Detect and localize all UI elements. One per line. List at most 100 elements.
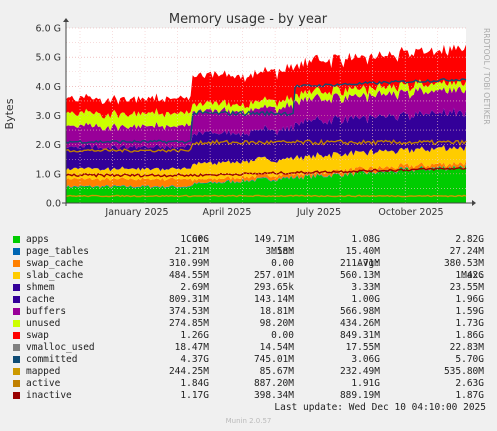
legend-avg: 3.06G [351, 354, 380, 365]
legend-max: 2.63G [455, 378, 484, 389]
legend-cur: 244.25M [168, 366, 209, 377]
legend-max: 1.87G [455, 390, 484, 401]
legend-row-shmem: shmem 2.69M 293.65k 3.33M 23.55M [8, 282, 492, 294]
legend-min: 3.58M [265, 246, 294, 257]
header-cur: Cur: [186, 234, 209, 245]
legend-name: swap_cache [26, 258, 84, 269]
legend-avg: 3.33M [351, 282, 380, 293]
legend-min: 149.71M [253, 234, 294, 245]
legend-swatch [13, 284, 20, 291]
last-update: Last update: Wed Dec 10 04:10:00 2025 [274, 402, 486, 413]
legend-cur: 1.26G [180, 330, 209, 341]
legend-avg: 211.71M [339, 258, 380, 269]
y-axis-label: Bytes [3, 98, 16, 129]
header-max: Max: [461, 270, 484, 281]
legend-max: 1.96G [455, 294, 484, 305]
x-tick-label: October 2025 [378, 207, 443, 218]
legend-avg: 1.91G [351, 378, 380, 389]
legend-cur: 1.17G [180, 390, 209, 401]
legend-min: 0.00 [271, 330, 294, 341]
legend-max: 535.80M [443, 366, 484, 377]
legend-min: 398.34M [253, 390, 294, 401]
legend-avg: 889.19M [339, 390, 380, 401]
legend-name: buffers [26, 306, 67, 317]
legend-avg: 1.08G [351, 234, 380, 245]
legend-cur: 809.31M [168, 294, 209, 305]
legend-cur: 310.99M [168, 258, 209, 269]
legend-max: 2.82G [455, 234, 484, 245]
legend-cur: 21.21M [174, 246, 209, 257]
legend-row-slab_cache: slab_cache 484.55M 257.01M 560.13M 1.42G [8, 270, 492, 282]
legend-avg: 15.40M [345, 246, 380, 257]
legend-min: 745.01M [253, 354, 294, 365]
memory-chart: Memory usage - by year Bytes RRDTOOL / T… [3, 12, 491, 218]
legend-avg: 232.49M [339, 366, 380, 377]
munin-version: Munin 2.0.57 [225, 417, 272, 425]
legend-name: slab_cache [26, 270, 84, 281]
legend-max: 1.59G [455, 306, 484, 317]
legend-cur: 1.60G [180, 234, 209, 245]
legend-row-committed: committed 4.37G 745.01M 3.06G 5.70G [8, 354, 492, 366]
legend-min: 257.01M [253, 270, 294, 281]
legend-name: cache [26, 294, 55, 305]
legend-max: 22.83M [449, 342, 484, 353]
legend-swatch [13, 260, 20, 267]
line-mapped [65, 194, 467, 198]
legend-row-vmalloc_used: vmalloc_used 18.47M 14.54M 17.55M 22.83M [8, 342, 492, 354]
legend-row-cache: cache 809.31M 143.14M 1.00G 1.96G [8, 294, 492, 306]
legend-table: Cur: Min: Avg: Max: apps 1.60G 149.71M 1.08… [8, 222, 492, 402]
legend-name: mapped [26, 366, 61, 377]
legend-swatch [13, 296, 20, 303]
y-tick-label: 4.0 G [36, 82, 62, 93]
legend-avg: 1.00G [351, 294, 380, 305]
legend-swatch [13, 332, 20, 339]
legend-name: active [26, 378, 61, 389]
y-tick-label: 0.0 [46, 199, 61, 210]
legend-min: 14.54M [259, 342, 294, 353]
legend-min: 85.67M [259, 366, 294, 377]
legend-swatch [13, 344, 20, 351]
line-committed [65, 77, 467, 145]
legend-max: 5.70G [455, 354, 484, 365]
area-cache [66, 107, 466, 172]
legend-row-apps: apps 1.60G 149.71M 1.08G 2.82G [8, 234, 492, 246]
legend-name: apps [26, 234, 49, 245]
area-slab_cache [66, 145, 466, 182]
chart-title: Memory usage - by year [169, 12, 328, 27]
header-min: Min: [271, 246, 294, 257]
legend-max: 1.73G [455, 318, 484, 329]
legend-cur: 274.85M [168, 318, 209, 329]
area-swap [66, 44, 466, 119]
legend-max: 1.42G [455, 270, 484, 281]
legend-name: vmalloc_used [26, 342, 95, 353]
legend-row-inactive: inactive 1.17G 398.34M 889.19M 1.87G [8, 390, 492, 402]
legend-swatch [13, 368, 20, 375]
legend-max: 27.24M [449, 246, 484, 257]
legend-avg: 849.31M [339, 330, 380, 341]
legend-cur: 2.69M [180, 282, 209, 293]
x-axis-arrow [472, 200, 476, 206]
legend-cur: 374.53M [168, 306, 209, 317]
legend-row-unused: unused 274.85M 98.20M 434.26M 1.73G [8, 318, 492, 330]
legend-max: 380.53M [443, 258, 484, 269]
legend-cur: 4.37G [180, 354, 209, 365]
legend-min: 887.20M [253, 378, 294, 389]
area-buffers [66, 86, 466, 150]
legend-cur: 484.55M [168, 270, 209, 281]
legend-avg: 17.55M [345, 342, 380, 353]
x-tick-label: January 2025 [104, 207, 168, 218]
header-avg: Avg: [357, 258, 380, 269]
legend-swatch [13, 272, 20, 279]
legend-avg: 566.98M [339, 306, 380, 317]
legend-name: unused [26, 318, 61, 329]
y-tick-label: 6.0 G [36, 24, 62, 35]
legend-name: committed [26, 354, 78, 365]
y-tick-label: 3.0 G [36, 111, 62, 122]
legend-name: swap [26, 330, 49, 341]
y-tick-label: 2.0 G [36, 140, 62, 151]
legend-min: 18.81M [259, 306, 294, 317]
legend-max: 23.55M [449, 282, 484, 293]
line-active [65, 138, 467, 153]
legend-avg: 560.13M [339, 270, 380, 281]
legend-swatch [13, 356, 20, 363]
